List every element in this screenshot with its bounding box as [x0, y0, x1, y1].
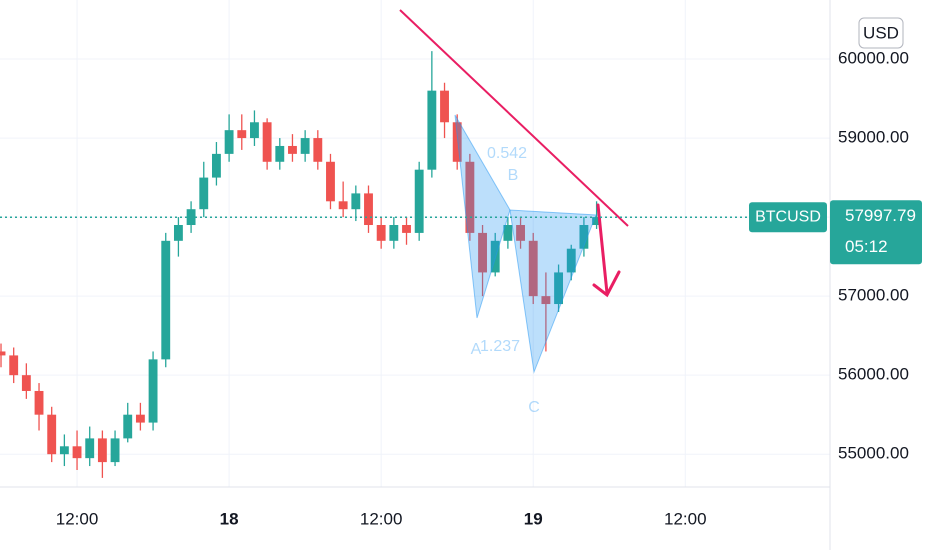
candle-body [326, 161, 335, 202]
candle-body [440, 90, 449, 123]
pattern-label: 1.237 [480, 338, 520, 355]
candle-body [21, 375, 31, 391]
candle-body [148, 359, 158, 423]
candle-body [414, 169, 424, 233]
candle-body [478, 232, 487, 273]
candle-body [313, 138, 323, 162]
pattern-label: A [471, 341, 482, 358]
candle-body [566, 248, 576, 273]
candle-body [199, 177, 209, 210]
harmonic-pattern-bcd [509, 209, 597, 374]
y-tick-label: 55000.00 [838, 444, 909, 463]
down-arrow [592, 203, 621, 298]
candle-body [389, 225, 399, 241]
y-tick-label: 59000.00 [838, 128, 909, 147]
candle-body [465, 161, 475, 233]
candle-body [592, 217, 602, 226]
x-tick-label: 12:00 [56, 509, 99, 528]
candle-body [161, 240, 171, 360]
candle-body [427, 90, 437, 170]
candle-body [0, 351, 6, 356]
x-tick-label: 12:00 [664, 509, 707, 528]
candle-body [364, 193, 373, 226]
candle-body [490, 240, 500, 273]
countdown-label: 05:12 [845, 237, 888, 256]
candle-body [72, 446, 82, 459]
candle-body [85, 438, 95, 459]
candle-body [250, 122, 259, 139]
last-price-label: 57997.79 [845, 206, 916, 225]
candle-body [300, 138, 310, 154]
candle-body [237, 130, 247, 139]
harmonic-pattern-xab [454, 114, 511, 319]
candle-body [452, 122, 462, 162]
candle-body [288, 145, 297, 154]
pattern-label: C [528, 399, 540, 416]
price-tag [830, 200, 922, 265]
candle-body [173, 225, 183, 241]
candle-body [211, 153, 221, 178]
pattern-label: 0.542 [487, 145, 527, 162]
pattern-label: B [508, 167, 519, 184]
candle-body [579, 225, 589, 249]
candle-body [34, 390, 44, 415]
candle-body [503, 225, 513, 241]
candle-body [9, 355, 19, 376]
currency-button[interactable] [858, 17, 904, 49]
currency-label[interactable]: USD [863, 23, 899, 42]
candle-body [376, 225, 386, 241]
y-tick-label: 56000.00 [838, 365, 909, 384]
candle-body [275, 145, 285, 162]
candle-body [262, 122, 272, 162]
y-tick-label: 57000.00 [838, 286, 909, 305]
candle-body [135, 414, 145, 423]
candle-body [338, 201, 348, 210]
x-tick-label: 12:00 [360, 509, 403, 528]
candle-body [47, 414, 57, 455]
candle-body [528, 240, 538, 297]
candle-body [541, 296, 551, 305]
candle-body [110, 438, 120, 463]
candle-body [554, 272, 564, 305]
candle-body [123, 414, 133, 439]
candle-body [516, 225, 525, 241]
candle-body [97, 438, 107, 463]
x-tick-label: 18 [220, 509, 239, 528]
candle-body [351, 193, 361, 210]
trend-line [399, 9, 629, 227]
symbol-tag [749, 202, 827, 233]
x-tick-label: 19 [524, 509, 543, 528]
candle-body [59, 446, 69, 455]
y-tick-label: 60000.00 [838, 49, 909, 68]
candle-body [224, 130, 234, 154]
symbol-label: BTCUSD [755, 208, 821, 225]
candle-body [402, 225, 411, 233]
